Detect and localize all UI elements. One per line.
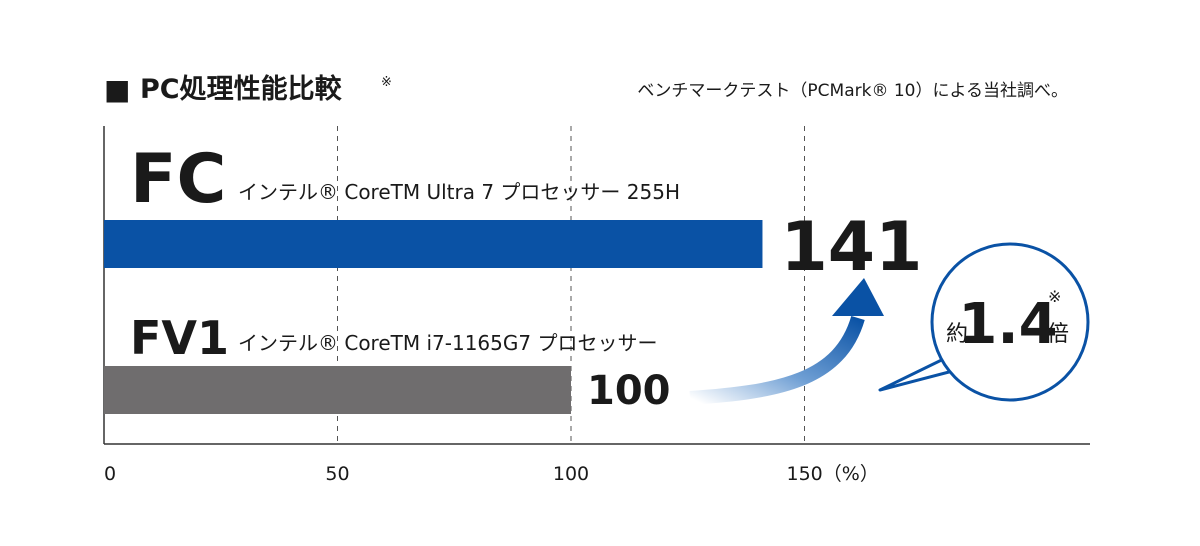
gridlines: [337, 126, 805, 444]
callout-value: 1.4: [958, 292, 1057, 357]
cpu-label-fc: インテル® CoreTM Ultra 7 プロセッサー 255H: [238, 180, 680, 204]
x-tick-label: 0: [104, 463, 116, 485]
x-tick-label: 50: [325, 463, 349, 485]
value-label-fv1: 100: [587, 368, 671, 414]
ratio-callout: 約 1.4 ※ 倍: [878, 242, 1090, 402]
x-tick-label: 150（%）: [787, 463, 879, 485]
series-name-fc: FC: [130, 140, 226, 219]
bar-fc: [104, 220, 763, 268]
callout-prefix: 約: [946, 322, 968, 347]
value-label-fc: 141: [780, 208, 922, 287]
x-tick-labels: 0 50 100 150（%）: [104, 463, 879, 485]
chart-title-note: ※: [381, 75, 392, 90]
series-name-fv1: FV1: [130, 311, 229, 365]
callout-note: ※: [1048, 287, 1061, 306]
callout-bubble: [930, 242, 1090, 402]
bar-fv1: [104, 366, 571, 414]
cpu-label-fv1: インテル® CoreTM i7-1165G7 プロセッサー: [238, 331, 657, 355]
growth-arrowhead: [832, 278, 884, 316]
chart-source-note: ベンチマークテスト（PCMark® 10）による当社調べ。: [637, 81, 1068, 101]
chart-title-marker: ■: [104, 73, 130, 106]
growth-arrow: [689, 315, 865, 405]
x-tick-label: 100: [553, 463, 589, 485]
callout-suffix: 倍: [1047, 322, 1069, 347]
chart-title: PC処理性能比較: [140, 73, 343, 105]
